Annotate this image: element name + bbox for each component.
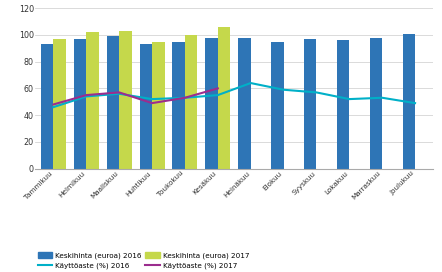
Bar	[74, 39, 86, 169]
Bar	[218, 27, 230, 169]
Bar	[107, 36, 119, 169]
Bar	[86, 32, 99, 169]
Bar	[53, 39, 66, 169]
Bar	[238, 38, 251, 169]
Bar	[41, 44, 53, 169]
Bar	[370, 38, 382, 169]
Bar	[304, 39, 316, 169]
Bar	[140, 44, 152, 169]
Bar	[337, 40, 349, 169]
Bar	[403, 33, 415, 169]
Bar	[185, 35, 198, 169]
Bar	[152, 42, 164, 169]
Legend: Keskihinta (euroa) 2016, Käyttöaste (%) 2016, Keskihinta (euroa) 2017, Käyttöast: Keskihinta (euroa) 2016, Käyttöaste (%) …	[35, 249, 252, 272]
Bar	[172, 42, 185, 169]
Bar	[119, 31, 132, 169]
Bar	[271, 42, 284, 169]
Bar	[206, 38, 218, 169]
